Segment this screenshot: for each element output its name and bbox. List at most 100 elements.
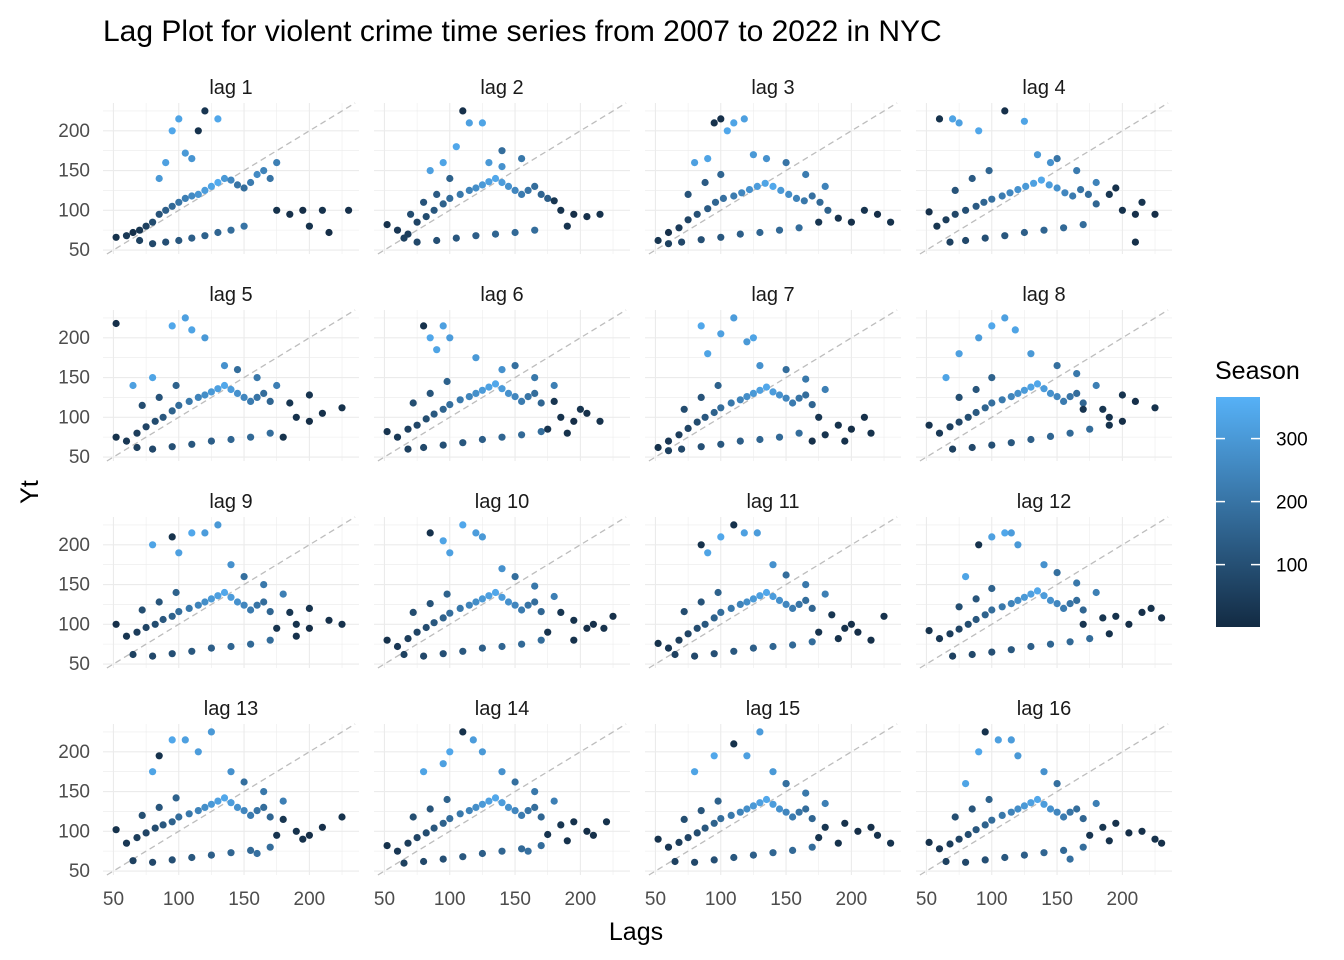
data-point: [968, 443, 976, 452]
data-point: [769, 642, 777, 651]
data-point: [175, 813, 183, 821]
data-point: [426, 805, 434, 813]
data-point: [972, 202, 980, 210]
data-point: [743, 752, 751, 760]
data-point: [188, 529, 196, 537]
data-point: [207, 437, 215, 445]
data-point: [214, 178, 222, 187]
data-point: [1053, 808, 1061, 816]
data-point: [789, 604, 797, 613]
data-point: [1079, 221, 1087, 229]
data-point: [704, 350, 712, 358]
data-point: [253, 170, 261, 179]
facet-label: lag 11: [746, 491, 799, 513]
data-point: [1014, 752, 1022, 760]
data-point: [1112, 184, 1120, 192]
data-point: [550, 797, 558, 805]
data-point: [1060, 224, 1068, 232]
data-point: [802, 805, 810, 813]
data-point: [1027, 383, 1035, 391]
data-point: [273, 206, 281, 214]
data-point: [740, 115, 748, 123]
data-point: [498, 593, 506, 601]
data-point: [469, 736, 477, 744]
data-point: [439, 200, 447, 208]
data-point: [1053, 362, 1061, 370]
data-point: [400, 234, 408, 242]
data-point: [537, 813, 545, 821]
data-point: [168, 322, 176, 330]
x-tick-label: 100: [705, 889, 737, 910]
data-point: [717, 330, 725, 338]
data-point: [1007, 393, 1015, 401]
data-point: [175, 198, 183, 206]
data-point: [518, 397, 526, 405]
data-point: [998, 396, 1006, 404]
data-point: [1079, 620, 1087, 628]
data-point: [472, 529, 480, 537]
data-point: [1099, 823, 1107, 831]
data-point: [472, 184, 480, 192]
data-point: [946, 238, 954, 246]
data-point: [609, 612, 617, 620]
data-point: [743, 393, 751, 401]
data-point: [1073, 596, 1081, 605]
data-point: [446, 815, 454, 823]
data-point: [664, 437, 673, 445]
x-tick-label: 100: [976, 889, 1008, 910]
data-point: [769, 768, 777, 776]
data-point: [1105, 421, 1113, 429]
data-point: [260, 167, 268, 175]
data-point: [1079, 606, 1087, 614]
data-point: [253, 393, 261, 401]
facet-panel: lag 10: [374, 491, 630, 669]
data-point: [491, 174, 500, 183]
x-tick-label: 100: [434, 889, 466, 910]
data-point: [570, 818, 578, 826]
data-point: [155, 803, 163, 812]
data-point: [485, 797, 493, 805]
data-point: [1073, 370, 1081, 378]
data-point: [998, 192, 1006, 200]
data-point: [962, 780, 970, 788]
data-point: [531, 598, 539, 606]
data-point: [240, 778, 248, 786]
data-point: [175, 115, 183, 123]
data-point: [795, 429, 803, 437]
data-point: [988, 322, 996, 330]
y-tick-label: 50: [69, 447, 90, 468]
data-point: [962, 236, 970, 245]
data-point: [942, 374, 950, 382]
data-point: [710, 614, 718, 622]
data-point: [671, 857, 679, 866]
data-point: [589, 831, 598, 839]
x-tick-label: 50: [103, 889, 124, 910]
data-point: [498, 565, 506, 573]
data-point: [847, 425, 856, 433]
data-point: [693, 624, 701, 632]
data-point: [207, 800, 215, 808]
data-point: [1066, 855, 1074, 863]
x-axis-title: Lags: [609, 918, 663, 946]
data-point: [557, 206, 565, 214]
data-point: [240, 601, 248, 609]
data-point: [498, 147, 506, 155]
data-point: [227, 799, 235, 807]
data-point: [413, 834, 421, 842]
data-point: [233, 181, 242, 189]
data-point: [710, 819, 718, 827]
data-point: [214, 797, 222, 805]
data-point: [1092, 178, 1100, 187]
data-point: [201, 529, 209, 537]
facet-label: lag 8: [1022, 284, 1065, 306]
data-point: [413, 628, 421, 636]
data-point: [867, 823, 875, 831]
data-point: [446, 334, 454, 342]
data-point: [981, 234, 989, 242]
data-point: [1079, 405, 1087, 413]
data-point: [563, 222, 571, 230]
data-point: [775, 596, 784, 605]
data-point: [188, 647, 196, 655]
facet-label: lag 12: [1017, 491, 1072, 513]
data-point: [1066, 429, 1074, 437]
